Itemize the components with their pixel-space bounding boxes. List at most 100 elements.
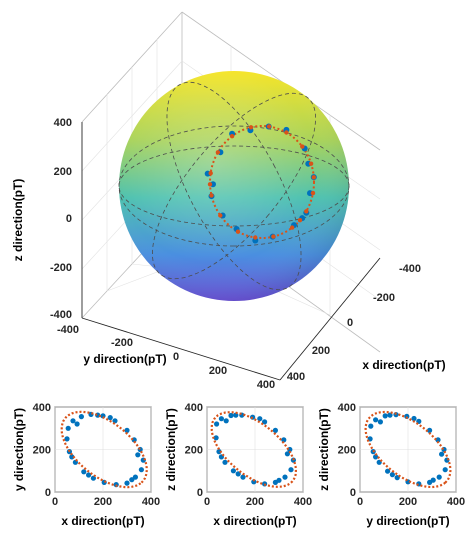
- data-point: [218, 416, 224, 422]
- panel-yz: 0 200 400 0 200 400 y direction(pT) z direction…: [317, 402, 465, 528]
- data-point: [377, 419, 383, 425]
- y-tick-label: 200: [33, 445, 51, 457]
- data-point: [439, 451, 445, 457]
- x-axis-label: y direction(pT): [366, 514, 449, 528]
- data-point: [282, 474, 288, 480]
- y-tick-label: 0: [173, 351, 179, 363]
- x-tick-label: -400: [399, 263, 421, 275]
- y-axis-label: y direction(pT): [83, 352, 166, 366]
- y-tick-label: -400: [57, 324, 79, 336]
- fit-point-3d: [290, 225, 295, 230]
- y-tick-label: -200: [111, 337, 133, 349]
- panel-3d: 400 200 0 -200 -400 z direction(pT) -400…: [11, 11, 446, 391]
- x-axis-label: x direction(pT): [61, 514, 144, 528]
- data-point: [107, 415, 113, 421]
- fit-point-3d: [218, 213, 223, 218]
- fit-point-3d: [207, 182, 213, 187]
- data-point: [240, 474, 246, 480]
- y-tick-label: 400: [185, 402, 203, 414]
- y-tick-label: 200: [338, 445, 356, 457]
- fit-point-3d: [297, 218, 303, 223]
- z-tick-label: -400: [50, 309, 72, 321]
- data-point: [411, 415, 417, 422]
- x-tick-label: 0: [357, 496, 363, 508]
- x-axis-label: x direction(pT): [213, 514, 296, 528]
- fit-point-3d: [208, 171, 213, 176]
- data-point: [281, 437, 287, 443]
- data-point: [404, 413, 410, 419]
- data-point: [138, 467, 144, 473]
- x-tick-label: 200: [94, 496, 112, 508]
- y-axis-label: z direction(pT): [317, 408, 331, 491]
- y-axis-label: y direction(pT): [12, 408, 26, 491]
- z-tick-label: -200: [50, 262, 72, 274]
- fit-curve: [364, 410, 452, 489]
- data-point: [435, 437, 441, 443]
- fit-point-3d: [284, 130, 289, 135]
- data-point: [78, 414, 84, 420]
- x-axis-label: x direction(pT): [362, 358, 445, 372]
- data-point: [385, 468, 391, 474]
- fit-point-3d: [253, 235, 258, 240]
- fit-curve: [60, 410, 148, 489]
- data-point: [129, 477, 135, 483]
- fit-point-3d: [229, 134, 235, 139]
- z-axis-label: z direction(pT): [11, 179, 25, 262]
- z-tick-label: 0: [66, 213, 72, 225]
- data-point: [223, 418, 229, 424]
- y-ticks: -400 -200 0 200 400: [57, 324, 275, 391]
- x-tick-label: 0: [347, 317, 353, 329]
- data-point: [135, 452, 141, 458]
- ring-points-3d: [204, 123, 317, 244]
- data-point: [74, 421, 80, 427]
- data-point: [65, 425, 71, 431]
- fit-point-3d: [308, 161, 314, 166]
- fit-point-3d: [235, 229, 241, 234]
- data-point: [222, 459, 228, 465]
- y-tick-label: 400: [33, 402, 51, 414]
- y-tick-label: 400: [257, 379, 275, 391]
- x-ticks: -400 -200 0 200 400: [287, 263, 421, 383]
- data-point: [276, 477, 282, 483]
- fit-point-3d: [310, 190, 316, 196]
- data-point: [387, 412, 393, 418]
- data-point: [228, 412, 234, 419]
- x-tick-label: 400: [447, 496, 465, 508]
- front-axes: [81, 122, 381, 381]
- data-point: [70, 418, 76, 424]
- data-point: [124, 427, 130, 433]
- data-point: [235, 471, 241, 477]
- sphere-meridians: [118, 81, 350, 291]
- y-tick-label: 0: [350, 487, 356, 499]
- fit-point-3d: [311, 175, 316, 180]
- x-tick-label: 400: [294, 496, 312, 508]
- y-tick-label: 200: [209, 365, 227, 377]
- data-point: [430, 477, 436, 483]
- data-point: [213, 435, 219, 441]
- data-point: [427, 427, 433, 433]
- data-point: [288, 467, 294, 473]
- fit-point-3d: [304, 209, 309, 214]
- sphere-shading: [119, 71, 349, 301]
- data-point: [132, 474, 138, 480]
- data-point: [373, 417, 379, 423]
- y-tick-label: 0: [197, 487, 203, 499]
- data-point: [436, 474, 442, 480]
- fit-point-3d: [209, 193, 214, 198]
- z-tick-label: 400: [54, 117, 72, 129]
- data-point: [81, 469, 87, 475]
- data-point: [214, 421, 220, 427]
- data-point: [373, 454, 379, 460]
- fit-point-3d: [300, 144, 305, 149]
- data-point: [230, 468, 236, 474]
- x-tick-label: 400: [142, 496, 160, 508]
- fit-point-3d: [266, 124, 272, 129]
- data-point: [112, 418, 118, 424]
- x-tick-label: 400: [287, 371, 305, 383]
- fit-point-3d: [215, 150, 221, 155]
- data-point: [442, 467, 448, 473]
- data-point: [284, 451, 290, 457]
- data-point: [64, 436, 70, 442]
- panel-xz: 0 200 400 0 200 400 x direction(pT) z direction…: [164, 402, 312, 528]
